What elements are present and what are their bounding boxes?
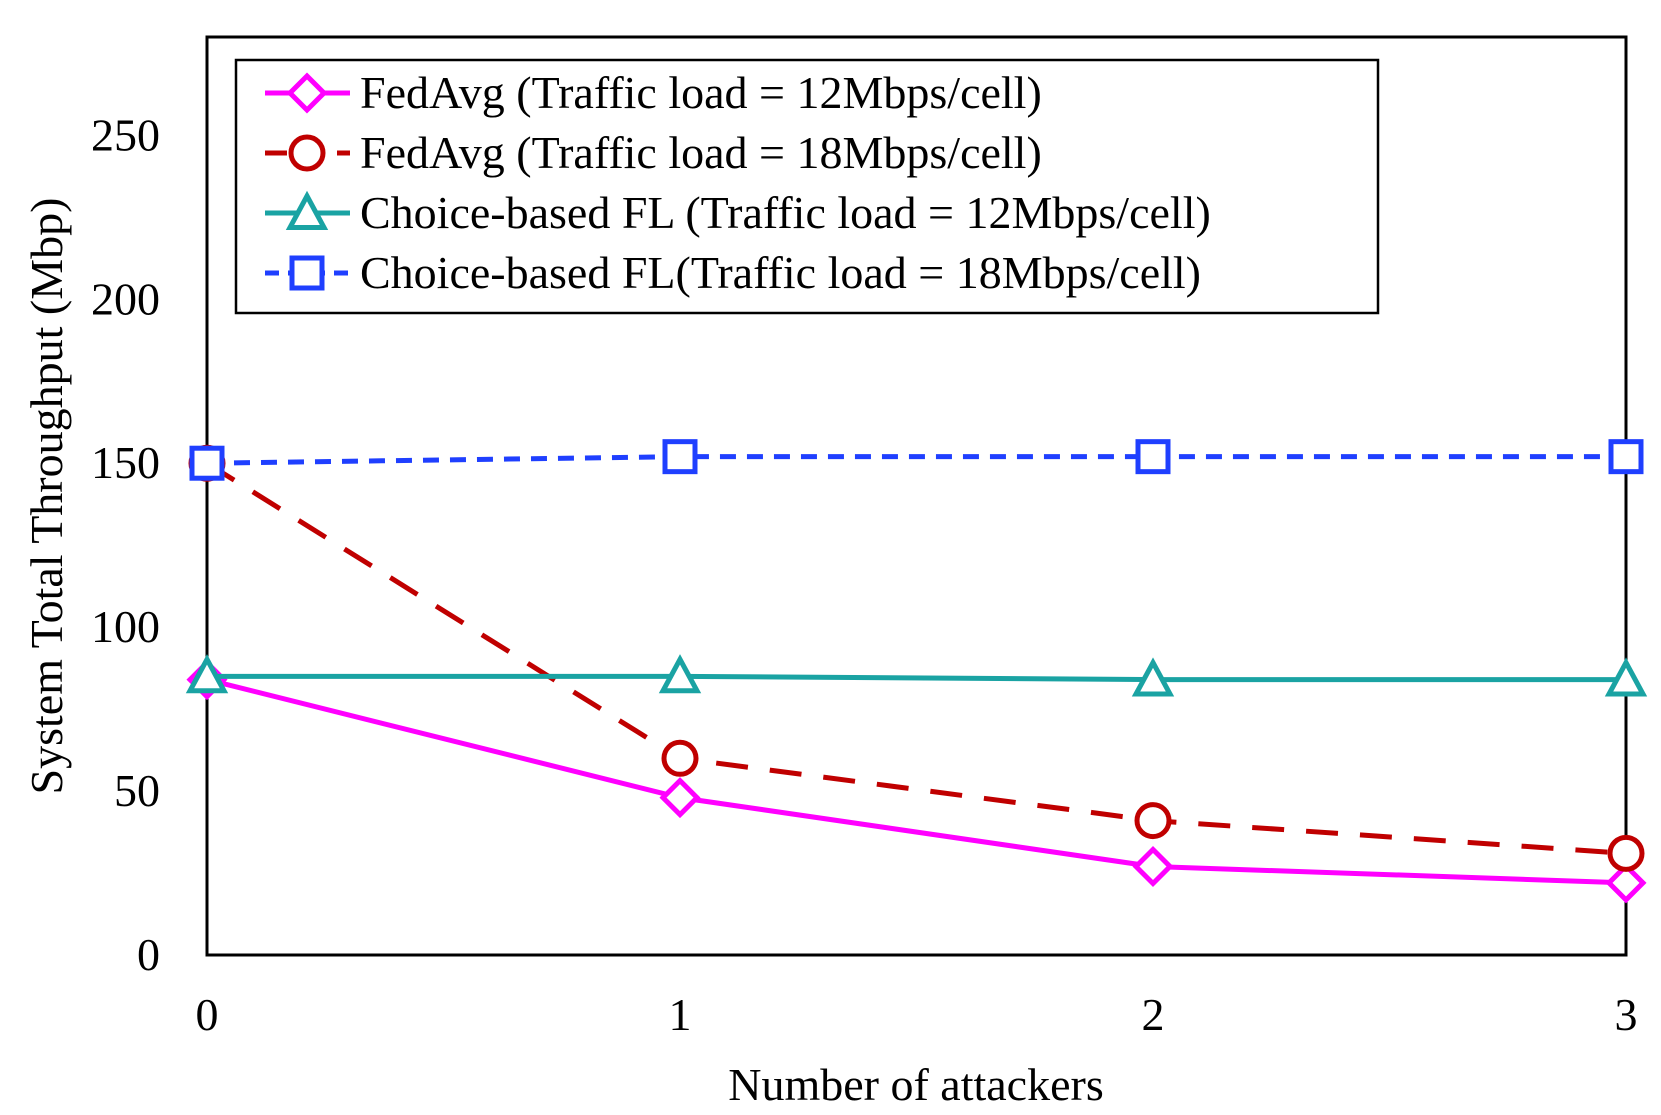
legend-label: FedAvg (Traffic load = 12Mbps/cell) — [360, 67, 1042, 118]
legend-label: Choice-based FL (Traffic load = 12Mbps/c… — [360, 187, 1211, 238]
x-tick-label: 0 — [196, 989, 219, 1040]
legend-item: FedAvg (Traffic load = 18Mbps/cell) — [265, 127, 1042, 178]
data-point-triangle — [185, 654, 229, 694]
data-point-circle — [1607, 834, 1645, 872]
y-tick-label: 50 — [114, 765, 160, 816]
series-line — [206, 677, 1627, 886]
data-point-triangle — [1131, 657, 1175, 697]
y-tick-label: 100 — [91, 601, 160, 652]
legend-box — [234, 58, 1380, 315]
series-line — [207, 673, 1626, 683]
data-point-triangle — [658, 654, 702, 694]
y-axis-label: System Total Throughput (Mbp) — [21, 198, 72, 795]
data-point-triangle — [1604, 657, 1648, 697]
y-tick-label: 0 — [137, 929, 160, 980]
data-point-circle — [1134, 802, 1172, 840]
x-axis-label: Number of attackers — [728, 1059, 1104, 1110]
x-axis-ticks: 0 1 2 3 — [196, 989, 1638, 1040]
legend-marker-square — [289, 255, 325, 291]
y-tick-label: 150 — [91, 437, 160, 488]
legend: FedAvg (Traffic load = 12Mbps/cell) FedAv… — [234, 58, 1380, 315]
series-line — [205, 461, 1627, 856]
y-axis-ticks: 0 50 100 150 200 250 — [91, 109, 160, 980]
y-tick-label: 200 — [91, 273, 160, 324]
legend-item: Choice-based FL(Traffic load = 18Mbps/ce… — [265, 247, 1201, 298]
legend-item: FedAvg (Traffic load = 12Mbps/cell) — [265, 67, 1042, 118]
legend-marker-diamond — [286, 72, 328, 114]
data-point-square — [1608, 439, 1644, 475]
legend-marker-circle — [288, 134, 326, 172]
legend-label: FedAvg (Traffic load = 18Mbps/cell) — [360, 127, 1042, 178]
x-tick-label: 3 — [1615, 989, 1638, 1040]
data-point-square — [189, 445, 225, 481]
x-tick-label: 2 — [1142, 989, 1165, 1040]
legend-marker-triangle — [285, 190, 329, 230]
series-layer — [185, 439, 1648, 904]
data-point-diamond — [1605, 862, 1647, 904]
data-point-circle — [661, 739, 699, 777]
data-point-square — [662, 439, 698, 475]
legend-item: Choice-based FL (Traffic load = 12Mbps/c… — [265, 187, 1211, 238]
series-2 — [185, 654, 1648, 697]
data-point-diamond — [659, 777, 701, 819]
y-tick-label: 250 — [91, 109, 160, 160]
series-3 — [189, 439, 1644, 481]
data-point-square — [1135, 439, 1171, 475]
data-point-diamond — [1132, 845, 1174, 888]
series-line — [206, 454, 1626, 466]
legend-label: Choice-based FL(Traffic load = 18Mbps/ce… — [360, 247, 1201, 298]
x-tick-label: 1 — [669, 989, 692, 1040]
